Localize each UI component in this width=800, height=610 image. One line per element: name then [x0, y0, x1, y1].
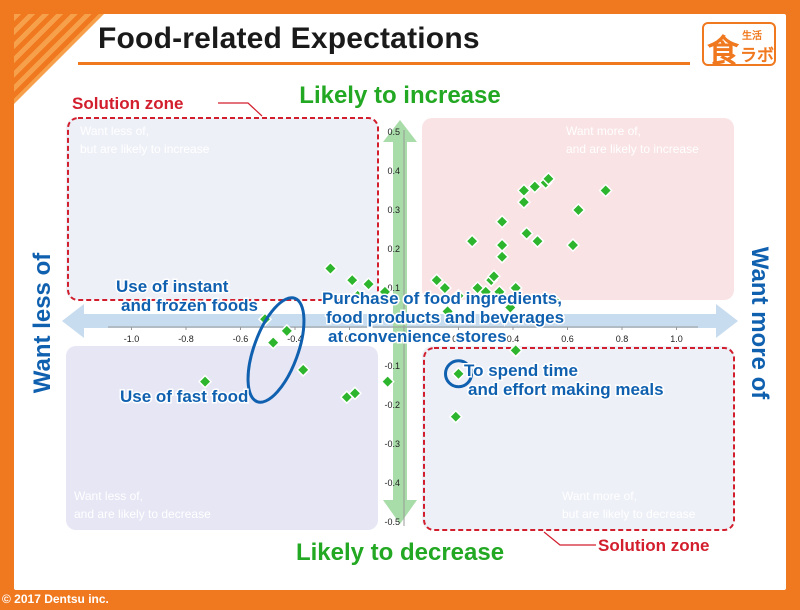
data-point	[508, 343, 523, 358]
title-underline	[78, 62, 690, 65]
y-tick-label: -0.4	[384, 478, 400, 488]
quadrant-top-left	[66, 118, 378, 300]
data-point	[565, 238, 581, 253]
y-tick-label: 0.2	[387, 244, 400, 254]
solution-zone-label-bottom: Solution zone	[598, 536, 709, 555]
data-point	[451, 288, 466, 303]
x-tick-label: 0.2	[452, 334, 465, 344]
y-tick-label: 0.1	[387, 283, 400, 293]
annotation-fast-food: Use of fast food	[120, 387, 248, 406]
data-points	[198, 171, 613, 424]
y-axis-label-bottom: Likely to decrease	[296, 539, 504, 566]
data-point	[571, 202, 586, 218]
x-tick-label: -0.6	[233, 334, 249, 344]
y-tick-label: -0.5	[384, 517, 400, 527]
y-tick-label: -0.1	[384, 361, 400, 371]
solution-zone-leader-bottom	[543, 531, 596, 546]
quadrant-caption-bottom-left: Want less of, and are likely to decrease	[74, 489, 211, 521]
y-tick-label: -0.3	[384, 439, 400, 449]
brand-logo: 食 生活 ラボ	[702, 22, 776, 70]
x-tick-label: -0.2	[342, 334, 358, 344]
data-point	[345, 273, 360, 288]
data-point	[361, 277, 376, 292]
y-tick-label: 0.3	[387, 205, 400, 215]
data-point	[495, 214, 510, 229]
data-point	[279, 323, 294, 338]
annotation-spend-time: To spend time and effort making meals	[464, 361, 664, 399]
quadrant-caption-top-left: Want less of, but are likely to increase	[80, 124, 210, 156]
annotation-instant-frozen: Use of instant and frozen foods	[116, 277, 258, 315]
x-tick-label: 0.4	[507, 334, 520, 344]
data-point	[492, 284, 507, 299]
logo-small-text: 生活	[742, 31, 762, 42]
solution-zone-leader-top	[218, 102, 263, 117]
x-axis-label-left: Want less of	[29, 252, 56, 393]
copyright-footer: © 2017 Dentsu inc.	[2, 592, 109, 606]
y-tick-label: -0.2	[384, 400, 400, 410]
data-point	[347, 386, 363, 401]
annotation-convenience-stores: Purchase of food ingredients, food produ…	[322, 289, 569, 346]
data-point	[429, 273, 444, 288]
data-point	[503, 300, 518, 315]
data-point	[323, 261, 338, 276]
x-axis-label-right: Want more of	[746, 247, 773, 400]
data-point	[380, 374, 395, 389]
y-tick-labels: 0.5 0.4 0.3 0.2 0.1 -0.1 -0.2 -0.3 -0.4 -0.5	[384, 127, 400, 527]
data-point	[516, 195, 531, 210]
data-point	[530, 234, 545, 249]
quadrant-bottom-right	[422, 346, 734, 530]
data-point	[541, 171, 556, 186]
solution-zone-border-top-left	[67, 117, 379, 301]
data-point	[437, 280, 452, 296]
quadrant-bottom-left	[66, 346, 378, 530]
data-point	[448, 409, 463, 424]
quadrant-caption-bottom-right: Want more of, but are likely to decrease	[562, 489, 696, 521]
data-point	[451, 366, 466, 381]
data-point	[478, 284, 493, 299]
solution-zone-border-bottom-right	[423, 347, 735, 531]
logo-glyph: 食	[707, 32, 740, 70]
data-point	[508, 280, 523, 296]
y-axis-label-top: Likely to increase	[299, 82, 500, 109]
x-tick-label: 0.6	[561, 334, 574, 344]
x-tick-label: -1.0	[124, 334, 140, 344]
page-title: Food-related Expectations	[98, 22, 480, 55]
quadrant-caption-top-right: Want more of, and are likely to increase	[566, 124, 699, 156]
data-point	[377, 284, 392, 299]
fast-food-highlight-ellipse	[246, 296, 306, 404]
data-point	[546, 292, 561, 307]
data-point	[350, 288, 365, 303]
x-tick-label: 1.0	[670, 334, 683, 344]
data-point	[527, 179, 542, 194]
y-tick-label: 0.4	[387, 166, 400, 176]
data-point	[495, 249, 510, 264]
data-point	[519, 226, 534, 241]
data-point	[486, 269, 501, 284]
x-tick-label: -0.8	[178, 334, 194, 344]
data-point	[598, 183, 613, 198]
data-point	[296, 362, 311, 377]
data-point	[440, 304, 455, 319]
y-tick-label: 0.5	[387, 127, 400, 137]
data-point	[465, 234, 480, 249]
x-tick-label: 0.8	[616, 334, 629, 344]
x-tick-label: -0.4	[287, 334, 303, 344]
data-point	[198, 374, 213, 389]
logo-mid-text: ラボ	[740, 46, 774, 66]
spend-time-highlight-circle	[444, 359, 473, 389]
solution-zone-label-top: Solution zone	[72, 94, 183, 113]
x-tick-labels: -1.0 -0.8 -0.6 -0.4 -0.2 0.2 0.4 0.6 0.8 1.0	[124, 327, 683, 344]
data-point	[266, 335, 281, 350]
